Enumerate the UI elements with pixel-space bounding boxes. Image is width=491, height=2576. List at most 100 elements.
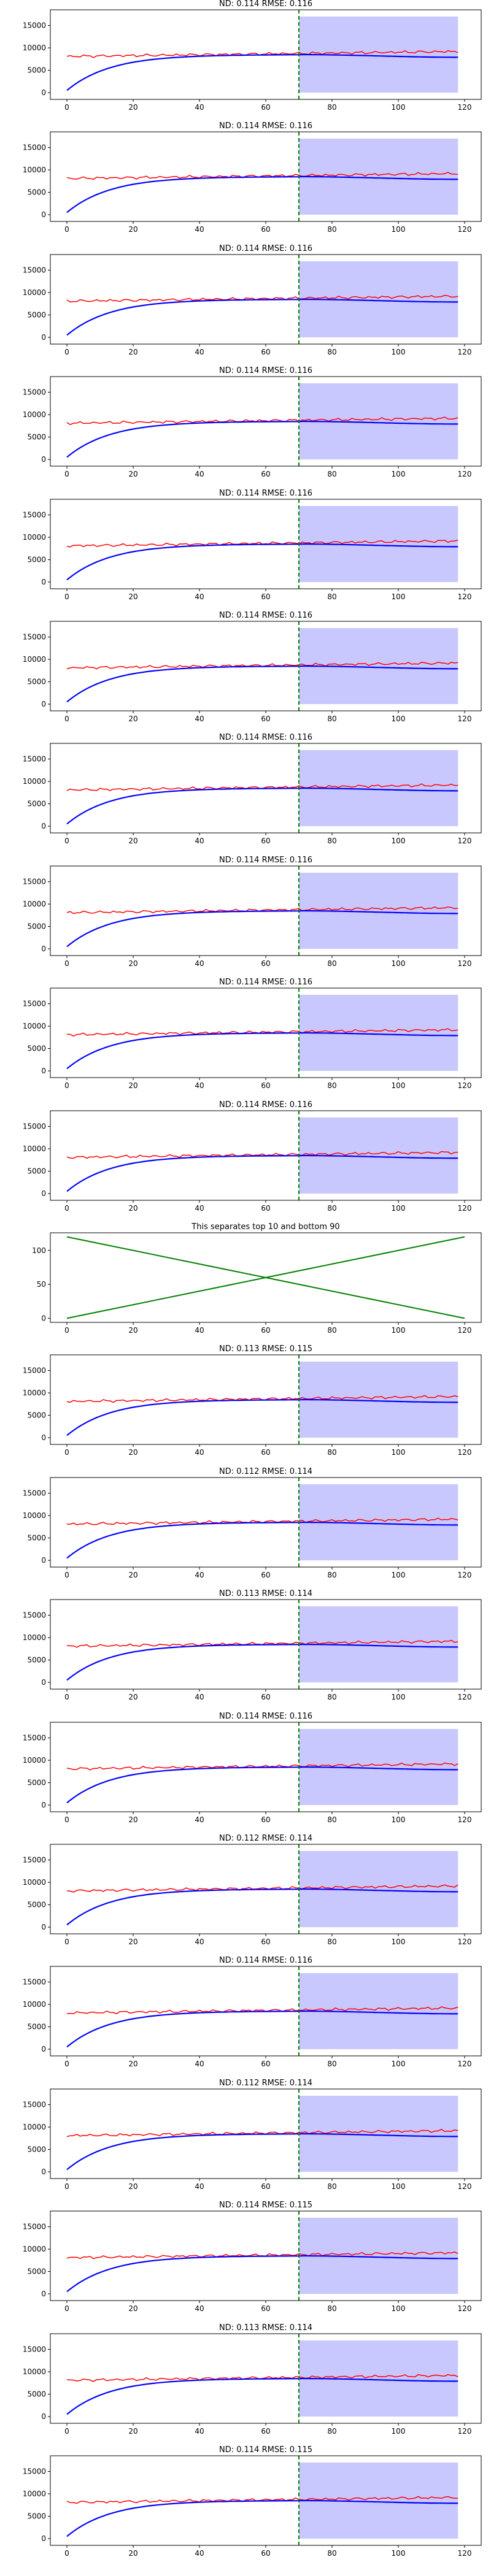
- x-tick-label: 20: [128, 225, 137, 234]
- subplot-5: ND: 0.114 RMSE: 0.116 0 20 40 60 80 100 120 0 500…: [23, 489, 482, 601]
- x-tick-label: 40: [195, 1938, 204, 1946]
- prediction-line: [66, 1032, 458, 1070]
- x-tick-label: 100: [392, 1448, 406, 1457]
- x-tick-label: 80: [327, 1081, 336, 1090]
- plot-area: [66, 2456, 458, 2545]
- y-tick-label: 0: [41, 2412, 46, 2421]
- prediction-line: [66, 665, 458, 703]
- x-tick-label: 40: [195, 837, 204, 845]
- x-tick-label: 0: [64, 592, 69, 601]
- plot-title: ND: 0.113 RMSE: 0.115: [219, 1344, 312, 1354]
- plot-area: [66, 1478, 458, 1567]
- x-tick-label: 40: [195, 1448, 204, 1457]
- y-tick-label: 10000: [23, 1633, 46, 1642]
- prediction-line: [66, 1521, 458, 1559]
- y-tick-label: 15000: [23, 21, 46, 30]
- y-tick-label: 15000: [23, 755, 46, 764]
- x-tick-label: 80: [327, 715, 336, 723]
- x-tick-label: 0: [64, 225, 69, 234]
- x-tick-label: 100: [392, 1081, 406, 1090]
- prediction-line: [66, 175, 458, 213]
- y-tick-label: 5000: [27, 1534, 46, 1543]
- plot-area: [66, 377, 458, 466]
- x-tick-label: 100: [392, 959, 406, 968]
- x-tick-label: 120: [458, 2304, 472, 2313]
- plot-title: ND: 0.114 RMSE: 0.116: [219, 611, 312, 620]
- x-tick-label: 100: [392, 2060, 406, 2068]
- x-tick-label: 0: [64, 103, 69, 112]
- target-line: [66, 172, 458, 180]
- y-tick-label: 0: [41, 578, 46, 586]
- x-tick-label: 120: [458, 348, 472, 356]
- prediction-line: [66, 2377, 458, 2415]
- x-tick-label: 40: [195, 225, 204, 234]
- y-tick-label: 10000: [23, 533, 46, 542]
- y-tick-label: 15000: [23, 2345, 46, 2354]
- x-tick-label: 60: [261, 1326, 270, 1335]
- y-tick-label: 15000: [23, 2101, 46, 2109]
- y-tick-label: 0: [41, 1314, 46, 1322]
- x-tick-label: 0: [64, 1815, 69, 1824]
- x-tick-label: 80: [327, 470, 336, 478]
- x-tick-label: 80: [327, 2427, 336, 2436]
- y-tick-label: 5000: [27, 1656, 46, 1665]
- x-tick-label: 100: [392, 2182, 406, 2191]
- x-tick-label: 0: [64, 348, 69, 356]
- y-tick-label: 10000: [23, 655, 46, 664]
- x-tick-label: 0: [64, 1571, 69, 1579]
- plot-area: [66, 255, 458, 344]
- x-tick-label: 80: [327, 1571, 336, 1579]
- subplot-21: ND: 0.114 RMSE: 0.115 0 20 40 60 80 100 120 0 500…: [23, 2445, 482, 2558]
- y-tick-label: 10000: [23, 166, 46, 174]
- subplot-6: ND: 0.114 RMSE: 0.116 0 20 40 60 80 100 120 0 500…: [23, 611, 482, 723]
- x-tick-label: 100: [392, 592, 406, 601]
- y-tick-label: 5000: [27, 678, 46, 686]
- x-tick-label: 20: [128, 1693, 137, 1701]
- plot-area: [66, 866, 458, 956]
- x-tick-label: 120: [458, 470, 472, 478]
- x-tick-label: 120: [458, 1326, 472, 1335]
- y-tick-label: 15000: [23, 1000, 46, 1008]
- x-tick-label: 80: [327, 1693, 336, 1701]
- y-tick-label: 10000: [23, 1144, 46, 1153]
- plot-title: ND: 0.114 RMSE: 0.116: [219, 733, 312, 742]
- x-tick-label: 80: [327, 103, 336, 112]
- y-tick-label: 10000: [23, 2000, 46, 2009]
- x-tick-label: 100: [392, 1693, 406, 1701]
- plot-title: ND: 0.114 RMSE: 0.116: [219, 244, 312, 253]
- prediction-line: [66, 910, 458, 948]
- x-tick-label: 120: [458, 1693, 472, 1701]
- x-tick-label: 120: [458, 837, 472, 845]
- x-tick-label: 20: [128, 1448, 137, 1457]
- plot-area: [66, 499, 458, 589]
- plot-title: ND: 0.113 RMSE: 0.114: [219, 1589, 312, 1598]
- x-tick-label: 60: [261, 2182, 270, 2191]
- x-tick-label: 80: [327, 1326, 336, 1335]
- subplot-4: ND: 0.114 RMSE: 0.116 0 20 40 60 80 100 120 0 500…: [23, 366, 482, 478]
- x-tick-label: 100: [392, 715, 406, 723]
- x-tick-label: 20: [128, 1938, 137, 1946]
- subplot-12: ND: 0.113 RMSE: 0.115 0 20 40 60 80 100 120 0 500…: [23, 1344, 482, 1457]
- y-tick-label: 15000: [23, 878, 46, 886]
- x-tick-label: 120: [458, 103, 472, 112]
- plot-title: ND: 0.112 RMSE: 0.114: [219, 1467, 312, 1476]
- x-tick-label: 40: [195, 2304, 204, 2313]
- x-tick-label: 100: [392, 1815, 406, 1824]
- target-line: [66, 2129, 458, 2137]
- target-line: [66, 2006, 458, 2015]
- x-tick-label: 80: [327, 2182, 336, 2191]
- x-tick-label: 40: [195, 348, 204, 356]
- x-tick-label: 100: [392, 837, 406, 845]
- y-tick-label: 5000: [27, 188, 46, 197]
- x-tick-label: 120: [458, 1448, 472, 1457]
- x-tick-label: 100: [392, 2427, 406, 2436]
- x-tick-label: 0: [64, 2304, 69, 2313]
- x-tick-label: 120: [458, 1204, 472, 1213]
- x-tick-label: 40: [195, 2060, 204, 2068]
- x-tick-label: 40: [195, 1326, 204, 1335]
- x-tick-label: 0: [64, 470, 69, 478]
- x-tick-label: 0: [64, 1448, 69, 1457]
- subplot-18: ND: 0.112 RMSE: 0.114 0 20 40 60 80 100 120 0 500…: [23, 2079, 482, 2191]
- y-tick-label: 5000: [27, 556, 46, 564]
- y-tick-label: 5000: [27, 2390, 46, 2399]
